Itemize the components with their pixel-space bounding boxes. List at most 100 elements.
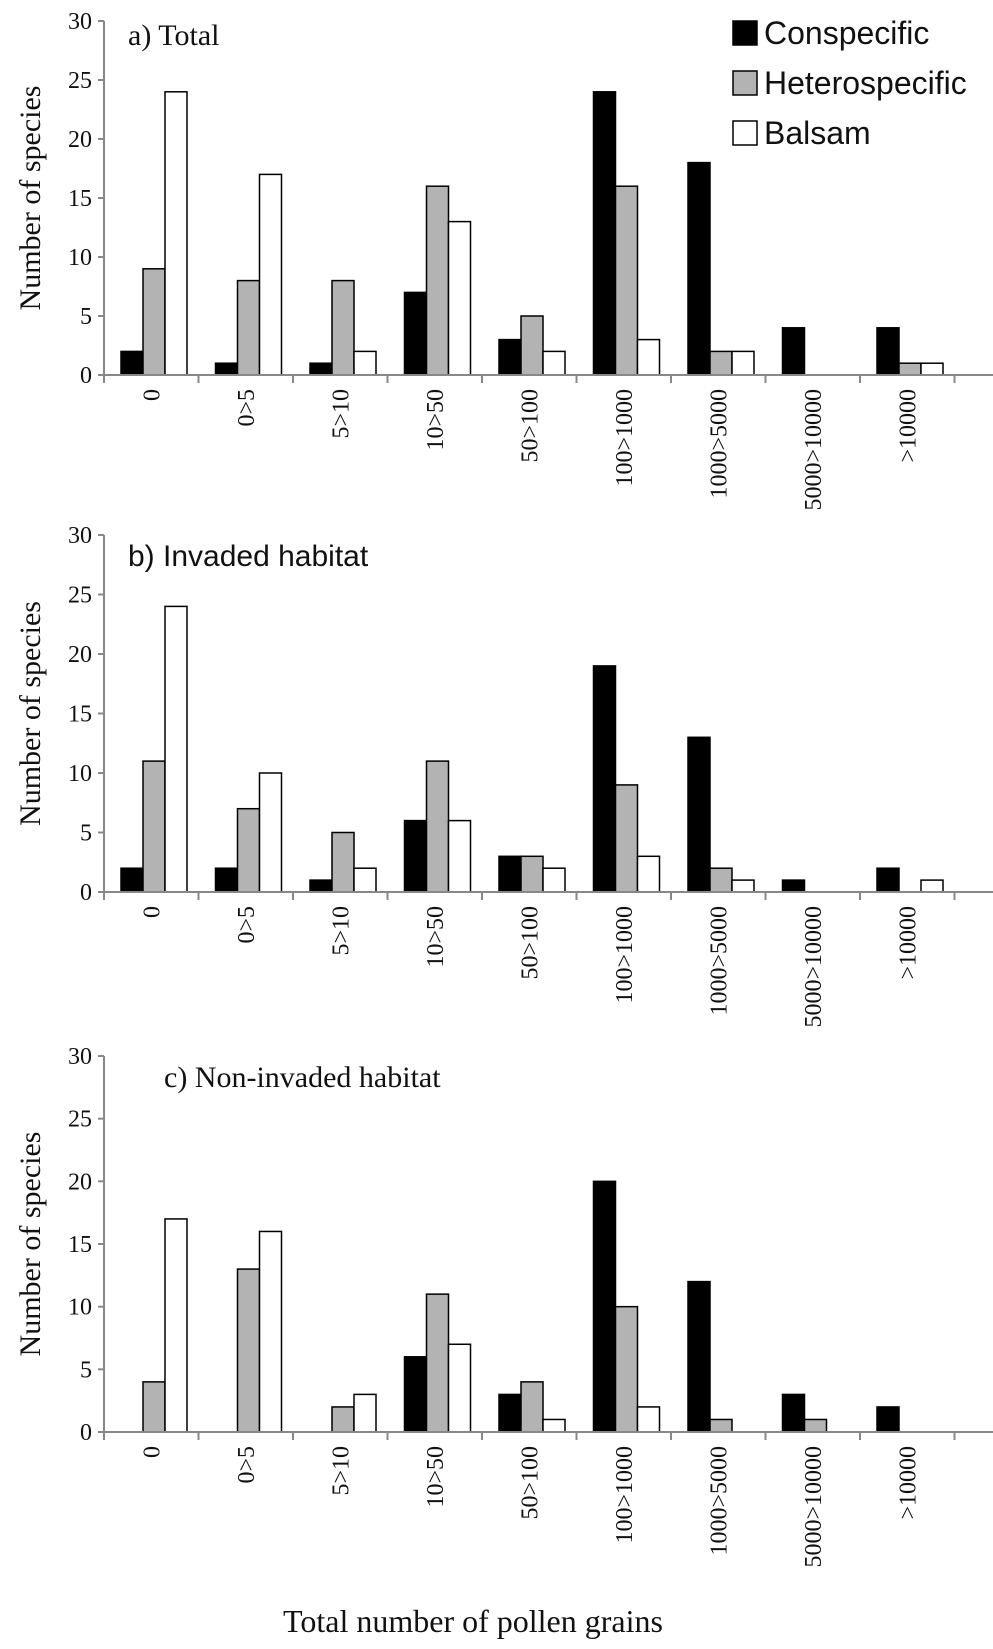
bar-balsam xyxy=(164,91,188,376)
bar-heterospecific xyxy=(331,1406,355,1433)
bar-heterospecific xyxy=(709,350,733,376)
x-tick-label: 1000>5000 xyxy=(706,1446,732,1556)
bar-heterospecific xyxy=(425,1293,450,1433)
x-axis-title: Total number of pollen grains xyxy=(283,1603,663,1639)
y-tick-label: 25 xyxy=(68,68,92,94)
bar-heterospecific xyxy=(142,760,166,893)
bar-heterospecific xyxy=(425,760,450,893)
bar-balsam xyxy=(731,350,755,376)
bar-heterospecific xyxy=(236,807,261,893)
y-tick-label: 30 xyxy=(68,1044,92,1070)
y-tick-label: 10 xyxy=(68,245,92,271)
y-tick-label: 30 xyxy=(68,523,92,549)
bar-balsam xyxy=(542,1418,566,1433)
bar-heterospecific xyxy=(614,784,639,893)
bar-heterospecific xyxy=(331,831,355,893)
x-tick-label: 10>50 xyxy=(423,906,449,968)
chart-panel-3: 0 5 10 15 20 25 30 Number of species 0 0>5 5>10 10>… xyxy=(14,1044,993,1568)
y-tick-label: 20 xyxy=(68,642,92,668)
chart-panel-1: 0 5 10 15 20 25 30 Number of species 0 0>5 5>10 10>… xyxy=(14,9,993,511)
bar-conspecific xyxy=(876,1406,900,1433)
bar-conspecific xyxy=(687,161,711,376)
x-tick-label: >10000 xyxy=(895,906,921,980)
bar-conspecific xyxy=(403,291,428,376)
y-tick-label: 25 xyxy=(68,583,92,609)
x-tick-label: 0>5 xyxy=(234,389,260,427)
bar-heterospecific xyxy=(520,855,544,893)
y-tick-label: 15 xyxy=(68,1232,92,1258)
bar-conspecific xyxy=(403,1356,428,1433)
bar-heterospecific xyxy=(142,1381,166,1433)
y-tick-label: 5 xyxy=(80,1357,92,1383)
bar-balsam xyxy=(920,362,944,376)
bar-conspecific xyxy=(214,867,239,893)
bar-conspecific xyxy=(403,819,428,893)
legend-label-balsam: Balsam xyxy=(764,115,871,151)
bar-conspecific xyxy=(592,91,617,376)
x-tick-label: 5>10 xyxy=(328,1446,354,1496)
y-tick-label: 0 xyxy=(80,363,92,389)
y-tick-label: 15 xyxy=(68,186,92,212)
bar-conspecific xyxy=(498,855,522,893)
x-tick-label: 0>5 xyxy=(234,1446,260,1484)
bar-conspecific xyxy=(876,327,900,376)
bar-heterospecific xyxy=(520,1381,544,1433)
x-tick-label: 0>5 xyxy=(234,906,260,944)
bar-balsam xyxy=(636,338,661,376)
x-tick-label: 100>1000 xyxy=(612,389,638,487)
legend-label-heterospecific: Heterospecific xyxy=(764,65,967,101)
bar-heterospecific xyxy=(236,279,261,376)
y-tick-label: 0 xyxy=(80,1420,92,1446)
y-tick-label: 10 xyxy=(68,761,92,787)
bar-balsam xyxy=(542,350,566,376)
x-tick-label: 0 xyxy=(139,1446,165,1458)
legend-swatch-balsam xyxy=(732,120,758,146)
bar-balsam xyxy=(447,1343,472,1433)
bar-heterospecific xyxy=(898,362,922,376)
bar-balsam xyxy=(731,879,755,893)
y-tick-label: 5 xyxy=(80,304,92,330)
bar-heterospecific xyxy=(142,268,166,376)
legend-label-conspecific: Conspecific xyxy=(764,15,929,51)
legend-swatch-conspecific xyxy=(732,20,758,46)
chart-panel-2: 0 5 10 15 20 25 30 Number of species 0 0>5 5>10 10>… xyxy=(14,523,993,1028)
bar-heterospecific xyxy=(425,185,450,376)
panel-title: a) Total xyxy=(128,19,219,52)
bar-conspecific xyxy=(687,736,711,893)
bar-heterospecific xyxy=(709,1418,733,1433)
bar-balsam xyxy=(542,867,566,893)
bar-balsam xyxy=(636,1406,661,1433)
bar-heterospecific xyxy=(520,315,544,376)
bar-balsam xyxy=(353,1393,377,1433)
x-tick-label: >10000 xyxy=(895,1446,921,1520)
bar-heterospecific xyxy=(236,1268,261,1433)
y-tick-label: 25 xyxy=(68,1107,92,1133)
bar-balsam xyxy=(920,879,944,893)
bar-conspecific xyxy=(781,879,806,893)
bar-conspecific xyxy=(876,867,900,893)
bar-conspecific xyxy=(309,879,333,893)
bar-balsam xyxy=(164,605,188,893)
x-tick-label: 5000>10000 xyxy=(801,389,827,511)
bar-conspecific xyxy=(214,362,239,376)
x-tick-label: 5>10 xyxy=(328,389,354,439)
x-tick-label: 10>50 xyxy=(423,389,449,451)
bar-conspecific xyxy=(781,1393,806,1433)
panel-title: c) Non-invaded habitat xyxy=(164,1061,441,1094)
bar-heterospecific xyxy=(331,279,355,376)
legend: Conspecific Heterospecific Balsam xyxy=(732,15,967,151)
bar-conspecific xyxy=(120,867,144,893)
panel-title: b) Invaded habitat xyxy=(128,540,369,573)
x-tick-label: 5000>10000 xyxy=(801,1446,827,1568)
bar-heterospecific xyxy=(614,1305,639,1433)
y-axis-title: Number of species xyxy=(14,86,47,311)
bar-balsam xyxy=(258,1230,283,1433)
x-tick-label: 100>1000 xyxy=(612,1446,638,1544)
x-tick-label: 50>100 xyxy=(517,389,543,463)
x-tick-label: 10>50 xyxy=(423,1446,449,1508)
bar-balsam xyxy=(636,855,661,893)
bar-balsam xyxy=(164,1218,188,1433)
y-tick-label: 20 xyxy=(68,1169,92,1195)
